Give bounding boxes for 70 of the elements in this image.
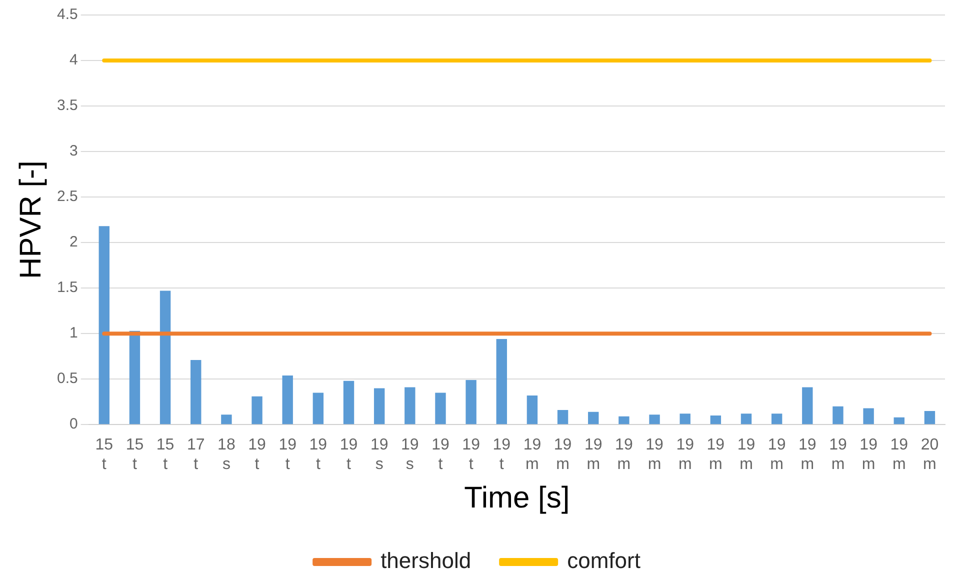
x-tick-label: 15 t [156, 436, 174, 473]
x-tick-label: 19 t [432, 436, 450, 473]
y-tick-label: 0 [70, 416, 78, 433]
bar [771, 414, 782, 424]
bar [526, 395, 538, 424]
x-tick-label: 19 m [829, 436, 847, 473]
x-tick-label: 19 t [309, 436, 328, 473]
x-tick-label: 19 m [676, 436, 694, 473]
x-tick-label: 18 s [218, 436, 236, 473]
x-tick-label: 19 m [768, 436, 786, 473]
y-tick-label: 4 [70, 52, 78, 69]
bar [252, 396, 262, 424]
x-tick-label: 15 t [126, 436, 144, 473]
bar [404, 387, 416, 424]
x-tick-label: 19 s [401, 436, 419, 473]
x-tick-label: 15 t [95, 436, 114, 473]
y-axis-title: HPVR [-] [14, 160, 48, 279]
x-axis-title: Time [s] [464, 481, 570, 514]
bar [98, 226, 110, 424]
x-tick-label: 19 m [584, 436, 602, 473]
bar [129, 330, 140, 424]
bar [832, 406, 844, 424]
bar [374, 388, 385, 424]
bar [802, 387, 813, 424]
y-tick-label: 3.5 [56, 97, 78, 114]
bar [894, 417, 904, 424]
x-tick-label: 19 m [706, 436, 725, 473]
y-tick-label: 1 [70, 324, 78, 342]
x-tick-label: 19 s [370, 436, 388, 473]
y-tick-label: 4.5 [56, 6, 78, 24]
x-tick-label: 19 m [860, 436, 878, 473]
x-tick-label: 19 m [646, 436, 664, 473]
bar [466, 380, 476, 424]
legend-label: comfort [567, 548, 640, 574]
x-tick-label: 19 t [278, 436, 297, 473]
x-tick-label: 19 t [462, 436, 480, 473]
bar [190, 360, 202, 424]
bar [618, 416, 630, 424]
x-tick-label: 20 m [920, 436, 939, 473]
x-tick-label: 19 m [615, 436, 633, 473]
bar [863, 408, 874, 424]
bar [282, 375, 293, 424]
x-tick-label: 19 m [798, 436, 816, 473]
y-tick-label: 2.5 [56, 188, 78, 206]
bar [435, 392, 446, 424]
x-tick-label: 17 t [186, 436, 205, 473]
bar [221, 414, 232, 424]
bar [496, 339, 507, 424]
bar [160, 290, 171, 424]
x-tick-label: 19 t [492, 436, 511, 473]
y-tick-label: 3 [70, 142, 78, 160]
x-tick-label: 19 t [248, 436, 266, 473]
x-tick-label: 19 m [554, 436, 572, 473]
bar [680, 414, 690, 424]
x-tick-label: 19 t [340, 436, 358, 473]
x-tick-label: 19 m [737, 436, 756, 473]
y-tick-label: 1.5 [56, 279, 78, 296]
y-tick-label: 2 [70, 234, 78, 251]
bar [710, 416, 722, 424]
bar [924, 410, 936, 424]
bar [588, 412, 599, 424]
bar [557, 410, 568, 424]
bar [649, 414, 660, 424]
bar [343, 380, 354, 424]
y-tick-label: 0.5 [56, 370, 78, 388]
x-tick-label: 19 m [523, 436, 542, 473]
bar [312, 392, 324, 424]
bar [740, 414, 752, 424]
x-tick-label: 19 m [890, 436, 908, 473]
legend-label: thershold [380, 548, 472, 574]
